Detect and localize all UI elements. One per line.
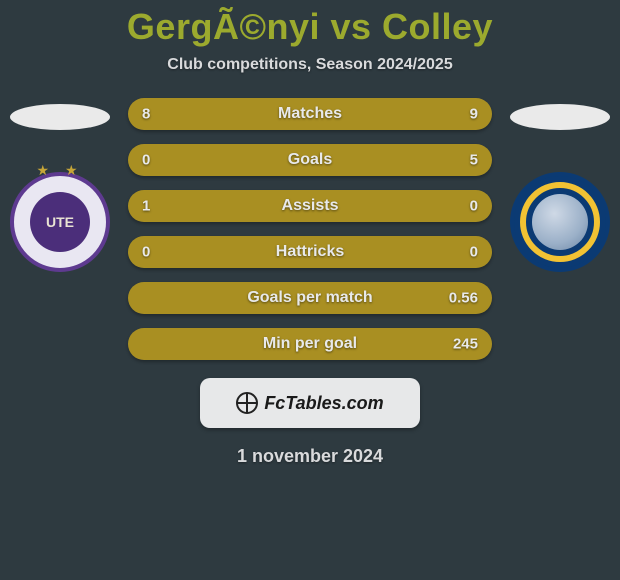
stat-bar-left-fill [128, 282, 143, 314]
watermark-badge: FcTables.com [200, 378, 420, 428]
right-club-badge [510, 172, 610, 272]
stat-bar: Hattricks 0 0 [128, 236, 492, 268]
stat-bar-left-fill [128, 98, 299, 130]
footer-date: 1 november 2024 [237, 446, 383, 467]
stat-label: Assists [282, 197, 339, 215]
stat-value-right: 245 [453, 336, 478, 353]
comparison-row: ★ ★ UTE Matches89Goals05Assists10Hattric… [0, 98, 620, 360]
left-player-placeholder [10, 104, 110, 130]
stat-label: Goals [288, 151, 332, 169]
stat-label: Matches [278, 105, 342, 123]
left-player-column: ★ ★ UTE [0, 98, 120, 272]
watermark-text: FcTables.com [264, 393, 383, 414]
stat-bar-right-fill [477, 190, 492, 222]
left-club-badge: ★ ★ UTE [10, 172, 110, 272]
left-club-badge-text: UTE [46, 214, 74, 230]
stat-label: Goals per match [247, 289, 372, 307]
right-player-column [500, 98, 620, 272]
stat-label: Hattricks [276, 243, 344, 261]
stat-value-left: 8 [142, 106, 150, 123]
stat-value-right: 9 [470, 106, 478, 123]
stat-bar: Min per goal 245 [128, 328, 492, 360]
stat-bar: Matches 8 9 [128, 98, 492, 130]
globe-icon [236, 392, 258, 414]
stat-bars-container: Matches89Goals05Assists10Hattricks00Goal… [120, 98, 500, 360]
content-wrapper: GergÃ©nyi vs Colley Club competitions, S… [0, 0, 620, 580]
page-subtitle: Club competitions, Season 2024/2025 [167, 56, 452, 74]
badge-ring-icon [520, 182, 600, 262]
stat-value-right: 5 [470, 152, 478, 169]
stat-value-left: 1 [142, 198, 150, 215]
stat-value-right: 0 [470, 198, 478, 215]
stat-bar: Goals 0 5 [128, 144, 492, 176]
stat-bar-left-fill [128, 328, 143, 360]
stat-value-left: 0 [142, 152, 150, 169]
stat-label: Min per goal [263, 335, 357, 353]
stat-bar-left-fill [128, 144, 143, 176]
stat-value-left: 0 [142, 244, 150, 261]
badge-stars-icon: ★ ★ [37, 162, 84, 179]
stat-value-right: 0.56 [449, 290, 478, 307]
right-player-placeholder [510, 104, 610, 130]
stat-value-right: 0 [470, 244, 478, 261]
page-title: GergÃ©nyi vs Colley [127, 6, 493, 48]
stat-bar: Goals per match 0.56 [128, 282, 492, 314]
stat-bar: Assists 1 0 [128, 190, 492, 222]
